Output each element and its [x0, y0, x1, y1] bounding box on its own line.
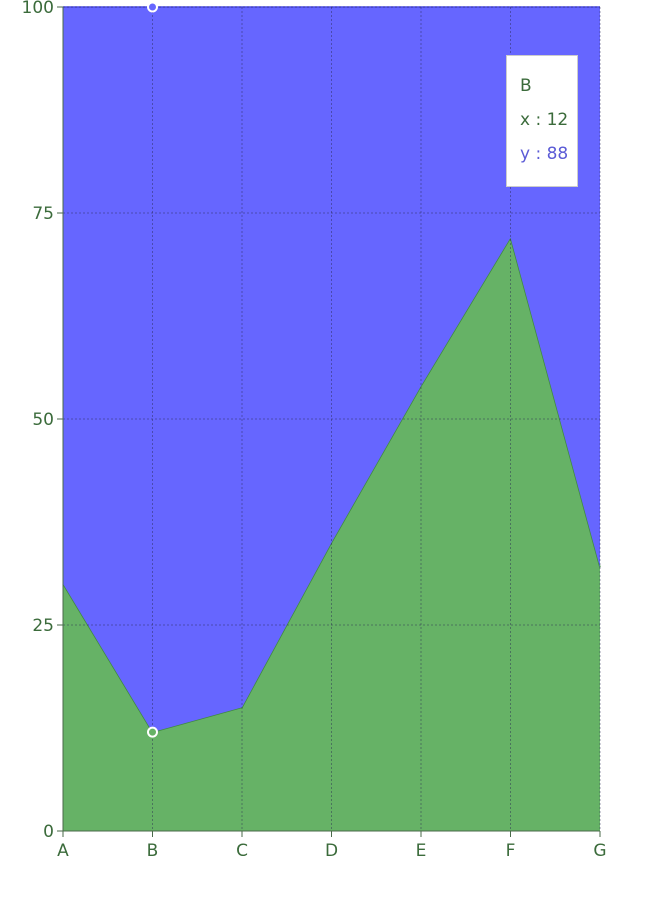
x-tick-label: E: [416, 841, 427, 861]
x-tick-label: A: [57, 841, 69, 861]
x-tick-label: F: [506, 841, 516, 861]
active-dot-y: [147, 1, 158, 13]
x-tick-label: G: [593, 841, 606, 861]
chart-tooltip: B x : 12 y : 88: [506, 55, 578, 187]
y-tick-label: 100: [22, 0, 54, 18]
y-tick-label: 0: [43, 822, 54, 842]
active-dot-x: [147, 726, 158, 738]
tooltip-y-value: 88: [546, 144, 569, 164]
area-series-y: [63, 7, 600, 733]
tooltip-x-label: x: [520, 110, 531, 130]
active-dots: [147, 1, 158, 738]
tooltip-y-label: y: [520, 144, 531, 164]
area-series-x: [63, 237, 600, 832]
y-tick-label: 50: [32, 410, 54, 430]
x-tick-label: D: [325, 841, 338, 861]
tooltip-title: B: [520, 76, 532, 96]
tooltip-y-row: y : 88: [520, 144, 569, 164]
x-tick-label: C: [236, 841, 248, 861]
y-tick-label: 75: [32, 204, 54, 224]
axes: 0 25 50 75 100 A B C D E F G: [22, 0, 607, 861]
tooltip-x-row: x : 12: [520, 110, 569, 130]
tooltip-x-value: 12: [546, 110, 569, 130]
x-tick-label: B: [147, 841, 159, 861]
y-tick-label: 25: [32, 616, 54, 636]
